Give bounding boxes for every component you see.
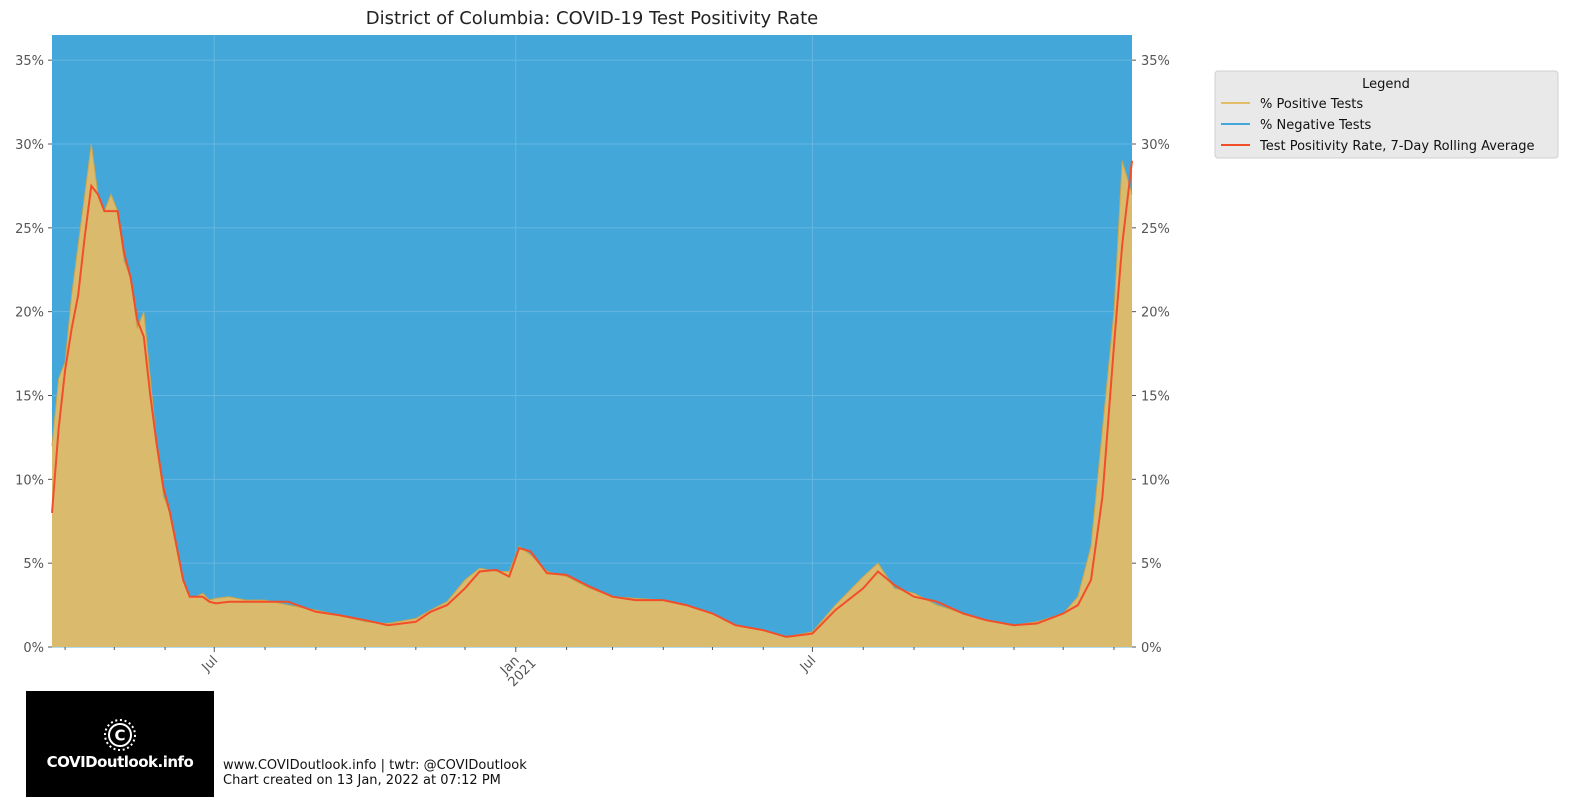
y-tick-label-right: 10%	[1141, 473, 1170, 488]
negative-area	[52, 35, 1132, 647]
legend-entry-negative: % Negative Tests	[1260, 118, 1372, 133]
y-tick-label-left: 30%	[15, 138, 44, 153]
y-axis-left: 0% 5% 10% 15% 20% 25% 30% 35%	[15, 54, 52, 656]
x-tick-label-group: Jul	[199, 653, 221, 675]
legend-box	[1214, 70, 1559, 159]
svg-text:C: C	[114, 727, 125, 745]
x-tick-label-group: Jul	[797, 653, 819, 675]
y-tick-label-right: 35%	[1141, 54, 1170, 69]
footer-created-date: Chart created on 13 Jan, 2022 at 07:12 P…	[223, 773, 501, 788]
y-tick-label-right: 25%	[1141, 222, 1170, 237]
y-tick-label-left: 35%	[15, 54, 44, 69]
footer-website: www.COVIDoutlook.info | twtr: @COVIDoutl…	[223, 758, 527, 773]
y-tick-label-right: 20%	[1141, 306, 1170, 321]
plot-area	[51, 35, 1133, 648]
legend: Legend % Positive Tests % Negative Tests…	[1214, 70, 1559, 159]
y-tick-label-right: 15%	[1141, 389, 1170, 404]
y-tick-label-right: 30%	[1141, 138, 1170, 153]
x-tick-label: Jul	[797, 653, 819, 675]
y-tick-label-left: 0%	[23, 641, 44, 656]
legend-entry-rolling: Test Positivity Rate, 7-Day Rolling Aver…	[1259, 139, 1534, 154]
y-tick-label-left: 5%	[23, 557, 44, 572]
legend-entry-positive: % Positive Tests	[1260, 97, 1363, 112]
y-tick-label-left: 15%	[15, 389, 44, 404]
rolling-average-line	[51, 160, 1133, 638]
y-tick-label-left: 25%	[15, 222, 44, 237]
logo-text: COVIDoutlook.info	[46, 753, 194, 771]
chart-title: District of Columbia: COVID-19 Test Posi…	[366, 8, 818, 29]
y-tick-label-left: 20%	[15, 306, 44, 321]
virus-c-icon: C	[104, 719, 136, 751]
x-tick-label: Jul	[199, 653, 221, 675]
y-tick-label-right: 0%	[1141, 641, 1162, 656]
y-axis-right: 0% 5% 10% 15% 20% 25% 30% 35%	[1132, 54, 1170, 656]
logo: C COVIDoutlook.info	[26, 691, 214, 797]
legend-title: Legend	[1362, 77, 1410, 92]
positive-area	[52, 144, 1132, 647]
footer: www.COVIDoutlook.info | twtr: @COVIDoutl…	[223, 758, 527, 788]
y-tick-label-right: 5%	[1141, 557, 1162, 572]
y-tick-label-left: 10%	[15, 473, 44, 488]
